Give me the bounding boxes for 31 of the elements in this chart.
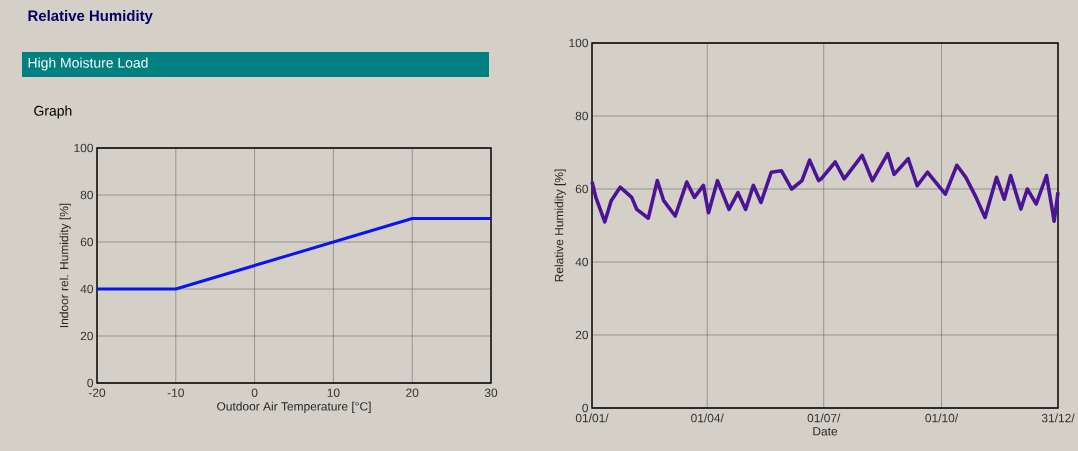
x-tick-label: 0 [251, 388, 258, 397]
text: Graph [34, 105, 72, 119]
y-tick-label: 0 [582, 403, 589, 413]
x-axis-title: Date [813, 427, 838, 436]
y-tick-label: 100 [74, 143, 94, 153]
x-tick-label: 10 [327, 388, 340, 397]
x-tick-label: 31/12/ [1041, 413, 1075, 423]
chart-title: Relative Humidity [28, 10, 153, 24]
y-tick-label: 40 [80, 284, 94, 294]
y-tick-label: 20 [575, 330, 589, 340]
x-tick-label: 30 [484, 388, 498, 397]
y-tick-label: 0 [87, 378, 94, 388]
y-tick-label: 40 [575, 257, 589, 267]
x-tick-label: 20 [406, 388, 419, 397]
x-tick-label: 01/01/ [575, 413, 609, 423]
x-tick-label: 01/10/ [925, 413, 959, 423]
y-tick-label: 100 [569, 38, 589, 48]
x-tick-label: -10 [167, 388, 184, 397]
y-tick-label: 20 [80, 331, 94, 341]
y-tick-label: 60 [575, 184, 589, 194]
line-series [590, 151, 1060, 224]
x-tick-label: 01/04/ [691, 413, 724, 423]
y-tick-label: 80 [80, 190, 94, 200]
y-tick-label: 60 [80, 237, 94, 247]
chart-subtitle: High Moisture Load [28, 57, 148, 71]
y-axis-title: Relative Humidity [%] [554, 169, 566, 282]
y-axis-title: Indoor rel. Humidity [%] [59, 203, 71, 328]
x-tick-label: 01/07/ [807, 413, 841, 423]
x-axis-title: Outdoor Air Temperature [°C] [217, 401, 371, 413]
y-tick-label: 80 [575, 111, 589, 121]
x-tick-label: -20 [88, 388, 106, 397]
